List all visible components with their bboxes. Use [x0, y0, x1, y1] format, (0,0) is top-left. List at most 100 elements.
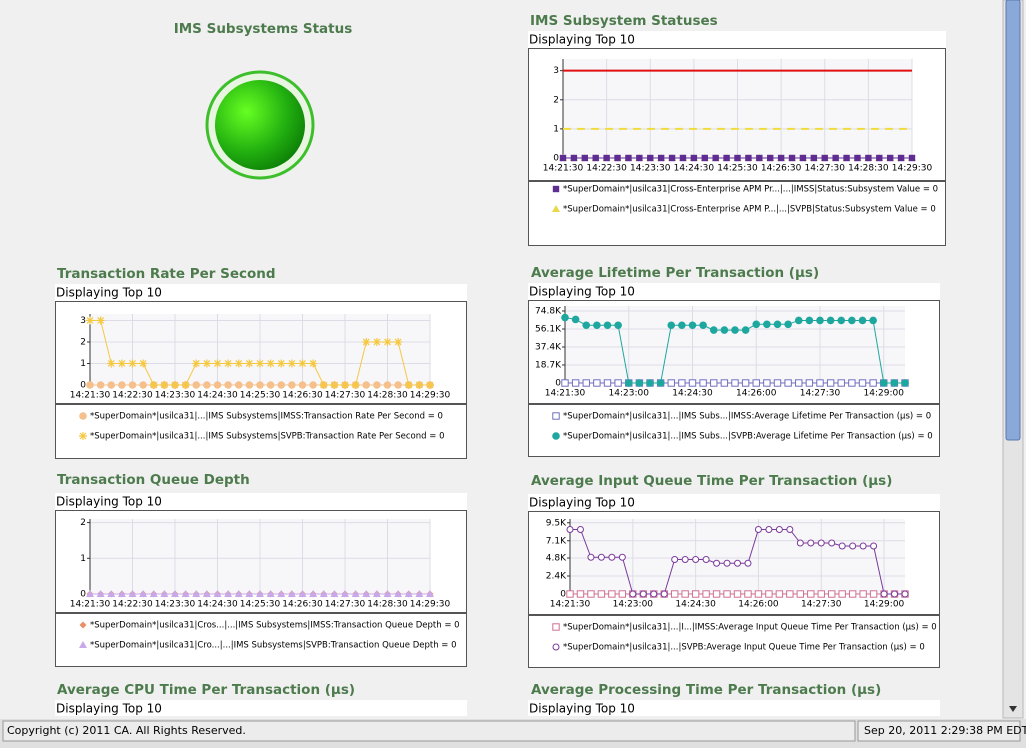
- y-tick-label: 1: [553, 124, 559, 134]
- marker: [149, 381, 158, 389]
- marker: [277, 590, 286, 597]
- marker: [415, 381, 424, 389]
- x-tick-label: 14:26:00: [738, 600, 779, 610]
- marker: [128, 359, 137, 368]
- marker: [224, 359, 233, 368]
- marker: [287, 590, 296, 597]
- marker: [869, 316, 877, 325]
- marker: [908, 154, 916, 162]
- marker: [608, 590, 616, 598]
- x-tick-label: 14:22:30: [112, 600, 153, 610]
- subtitle-band: [528, 283, 940, 300]
- marker: [256, 590, 264, 597]
- marker: [667, 321, 676, 330]
- marker: [734, 559, 741, 567]
- marker: [741, 379, 750, 387]
- marker: [650, 590, 658, 598]
- marker: [646, 379, 654, 387]
- marker: [796, 590, 805, 598]
- marker: [171, 381, 179, 389]
- marker: [245, 359, 254, 368]
- x-tick-label: 14:29:30: [410, 600, 451, 610]
- y-tick-label: 1: [80, 359, 86, 369]
- marker: [192, 590, 201, 597]
- x-tick-label: 14:27:30: [325, 391, 366, 401]
- marker: [309, 381, 317, 389]
- y-tick-label: 0: [553, 154, 559, 164]
- marker: [667, 379, 675, 387]
- timestamp: Sep 20, 2011 2:29:38 PM EDT: [864, 724, 1026, 737]
- marker: [754, 590, 763, 598]
- marker: [287, 359, 296, 368]
- marker: [256, 381, 264, 389]
- marker: [744, 590, 752, 598]
- marker: [848, 590, 857, 598]
- marker: [234, 590, 243, 597]
- chart-title: Transaction Queue Depth: [57, 472, 250, 488]
- x-tick-label: 14:27:30: [800, 389, 841, 399]
- marker: [849, 542, 857, 550]
- y-tick-label: 2: [80, 337, 86, 347]
- y-tick-label: 2: [80, 518, 86, 528]
- marker: [690, 154, 698, 162]
- subtitle-band: [528, 494, 940, 511]
- x-tick-label: 14:27:30: [325, 600, 366, 610]
- chart-subtitle: Displaying Top 10: [529, 285, 635, 299]
- legend-marker: [79, 432, 87, 440]
- x-tick-label: 14:29:00: [864, 389, 905, 399]
- marker: [561, 379, 569, 387]
- marker: [277, 359, 286, 368]
- marker: [86, 590, 94, 597]
- marker: [592, 154, 599, 162]
- marker: [681, 590, 689, 598]
- marker: [688, 321, 697, 330]
- marker: [848, 379, 856, 387]
- marker: [139, 381, 147, 389]
- x-tick-label: 14:24:30: [197, 600, 238, 610]
- x-tick-label: 14:28:30: [367, 391, 408, 401]
- legend-marker: [552, 623, 560, 631]
- marker: [901, 590, 909, 598]
- marker: [701, 154, 708, 162]
- scroll-thumb[interactable]: [1005, 0, 1021, 441]
- marker: [723, 559, 731, 567]
- marker: [699, 379, 707, 387]
- marker: [202, 590, 211, 597]
- marker: [224, 381, 232, 389]
- status-indicator: [215, 80, 305, 170]
- marker: [832, 154, 839, 162]
- marker: [744, 559, 752, 567]
- marker: [362, 381, 371, 389]
- marker: [826, 316, 835, 325]
- marker: [817, 539, 825, 547]
- subtitle-band: [528, 31, 946, 48]
- marker: [854, 154, 861, 162]
- marker: [570, 154, 578, 162]
- x-tick-label: 14:26:30: [282, 600, 323, 610]
- marker: [734, 154, 741, 162]
- y-tick-label: 4.8K: [546, 554, 567, 564]
- marker: [96, 316, 105, 325]
- x-tick-label: 14:28:30: [848, 164, 889, 174]
- x-tick-label: 14:25:30: [240, 391, 281, 401]
- x-tick-label: 14:25:30: [717, 164, 758, 174]
- marker: [848, 316, 856, 325]
- marker: [635, 379, 644, 387]
- copyright-box: [2, 720, 856, 742]
- marker: [372, 337, 381, 346]
- scroll-down[interactable]: [1009, 706, 1017, 712]
- marker: [723, 154, 730, 162]
- marker: [657, 154, 665, 162]
- marker: [796, 539, 804, 547]
- x-tick-label: 14:21:30: [550, 600, 591, 610]
- x-tick-label: 14:21:30: [70, 600, 111, 610]
- marker: [128, 381, 137, 389]
- marker: [784, 320, 792, 329]
- marker: [745, 154, 752, 162]
- marker: [731, 379, 739, 387]
- marker: [901, 379, 909, 387]
- y-tick-label: 37.4K: [535, 343, 562, 353]
- marker: [149, 590, 158, 597]
- marker: [656, 379, 665, 387]
- marker: [171, 590, 179, 597]
